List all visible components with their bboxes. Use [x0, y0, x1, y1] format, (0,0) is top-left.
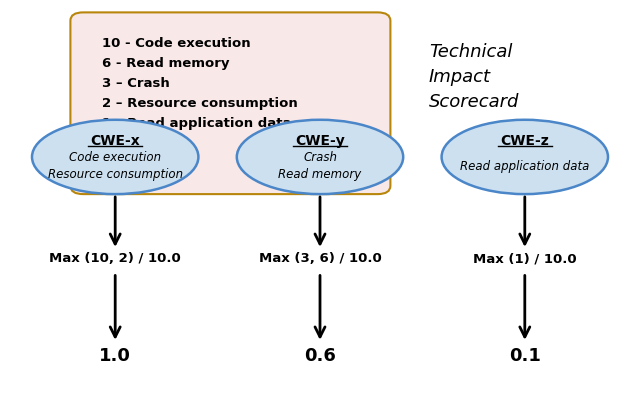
Ellipse shape: [442, 120, 608, 194]
FancyBboxPatch shape: [70, 12, 390, 194]
Text: CWE-x: CWE-x: [90, 134, 140, 148]
Text: Max (1) / 10.0: Max (1) / 10.0: [473, 252, 577, 266]
Ellipse shape: [32, 120, 198, 194]
Text: Max (3, 6) / 10.0: Max (3, 6) / 10.0: [259, 252, 381, 266]
Text: Code execution
Resource consumption: Code execution Resource consumption: [47, 151, 183, 181]
Text: 1.0: 1.0: [99, 347, 131, 366]
Text: Read application data: Read application data: [460, 159, 589, 173]
Text: CWE-y: CWE-y: [295, 134, 345, 148]
Text: Crash
Read memory: Crash Read memory: [278, 151, 362, 181]
Text: Technical
Impact
Scorecard: Technical Impact Scorecard: [429, 43, 519, 112]
Text: 0.6: 0.6: [304, 347, 336, 366]
Text: 10 - Code execution
6 - Read memory
3 – Crash
2 – Resource consumption
1 – Read : 10 - Code execution 6 - Read memory 3 – …: [102, 37, 298, 130]
Text: CWE-z: CWE-z: [500, 134, 549, 148]
Ellipse shape: [237, 120, 403, 194]
Text: Max (10, 2) / 10.0: Max (10, 2) / 10.0: [49, 252, 181, 266]
Text: 0.1: 0.1: [509, 347, 541, 366]
